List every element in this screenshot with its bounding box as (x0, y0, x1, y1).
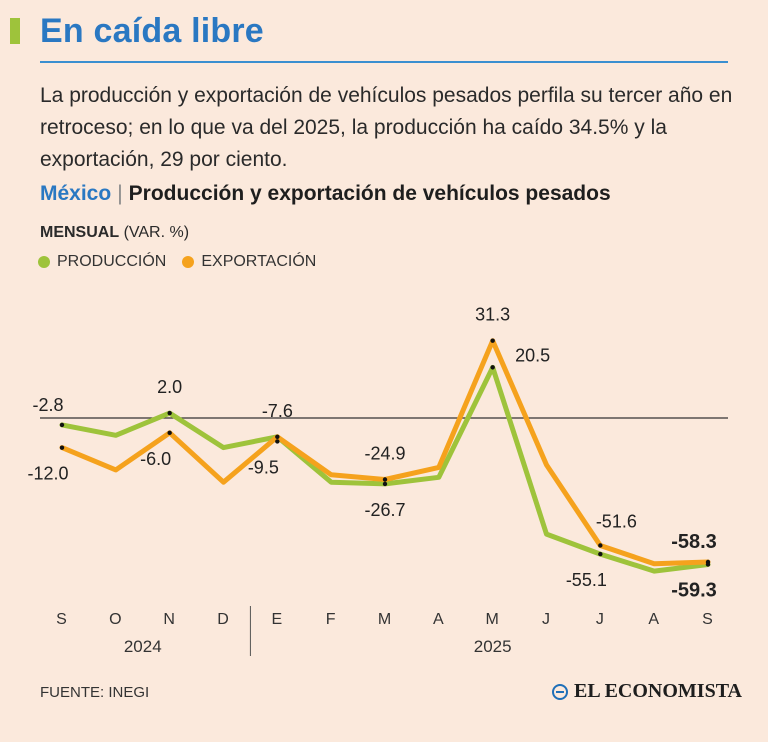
data-label-12: -58.3 (671, 531, 717, 553)
month-label-12: S (702, 611, 714, 628)
legend-item-production: PRODUCCIÓN (38, 253, 166, 271)
data-point-2 (167, 410, 172, 416)
title-divider (40, 61, 728, 63)
subtitle: La producción y exportación de vehículos… (40, 84, 733, 171)
unit-measure: (VAR. %) (123, 224, 190, 241)
data-point-13 (705, 562, 711, 567)
month-label-4: E (271, 611, 283, 628)
legend-export-label: EXPORTACIÓN (201, 253, 317, 270)
year-label-2024: 2024 (124, 637, 162, 656)
legend-export-dot-icon (182, 256, 195, 268)
month-label-6: M (378, 611, 392, 628)
month-label-0: S (56, 611, 68, 628)
data-label-3: -6.0 (140, 449, 171, 469)
data-label-6: -24.9 (364, 444, 405, 464)
chart-heading-separator: | (117, 182, 123, 205)
data-label-0: -2.8 (32, 395, 63, 415)
data-point-6 (382, 477, 388, 482)
month-label-9: J (542, 611, 551, 628)
legend-production-dot-icon (38, 256, 50, 268)
data-point-4 (275, 434, 280, 439)
title-accent-bar (10, 18, 20, 44)
month-label-1: O (109, 611, 122, 628)
data-point-7 (382, 481, 388, 487)
month-label-10: J (596, 611, 605, 628)
data-label-8: 31.3 (475, 305, 510, 325)
data-label-2: 2.0 (157, 377, 182, 397)
brand-name: EL ECONOMISTA (574, 680, 742, 702)
month-label-2: N (163, 611, 176, 628)
month-label-5: F (326, 611, 337, 628)
data-label-11: -55.1 (566, 570, 607, 590)
chart-unit: MENSUAL (VAR. %) (40, 224, 189, 242)
brand-globe-icon (552, 683, 568, 700)
data-label-13: -59.3 (671, 579, 717, 601)
data-point-5 (275, 439, 280, 444)
month-label-8: M (486, 611, 500, 628)
data-label-10: -51.6 (596, 511, 637, 531)
data-point-9 (490, 365, 495, 370)
month-label-7: A (433, 611, 445, 628)
data-point-10 (598, 543, 603, 548)
data-label-4: -7.6 (262, 401, 293, 421)
chart-country: México (40, 182, 112, 205)
page-title: En caída libre (40, 12, 264, 50)
chart-legend: PRODUCCIÓN EXPORTACIÓN (38, 253, 316, 271)
brand-logo: EL ECONOMISTA (552, 680, 742, 703)
month-label-3: D (217, 611, 230, 628)
unit-frequency: MENSUAL (40, 224, 120, 241)
data-point-3 (167, 430, 172, 436)
data-label-5: -9.5 (248, 457, 279, 477)
data-point-11 (598, 551, 603, 557)
data-label-1: -12.0 (27, 464, 68, 484)
legend-item-export: EXPORTACIÓN (182, 253, 316, 271)
year-label-2025: 2025 (474, 637, 512, 656)
data-label-9: 20.5 (515, 345, 550, 365)
series-line-production (59, 364, 711, 574)
legend-production-label: PRODUCCIÓN (57, 253, 167, 270)
data-point-0 (59, 422, 65, 428)
data-label-7: -26.7 (364, 500, 405, 520)
source-note: FUENTE: INEGI (40, 684, 150, 701)
chart-title: Producción y exportación de vehículos pe… (128, 182, 611, 205)
data-point-1 (59, 445, 65, 450)
chart-heading: México | Producción y exportación de vehíc… (40, 182, 611, 206)
month-label-11: A (648, 611, 660, 628)
data-point-8 (490, 338, 495, 343)
